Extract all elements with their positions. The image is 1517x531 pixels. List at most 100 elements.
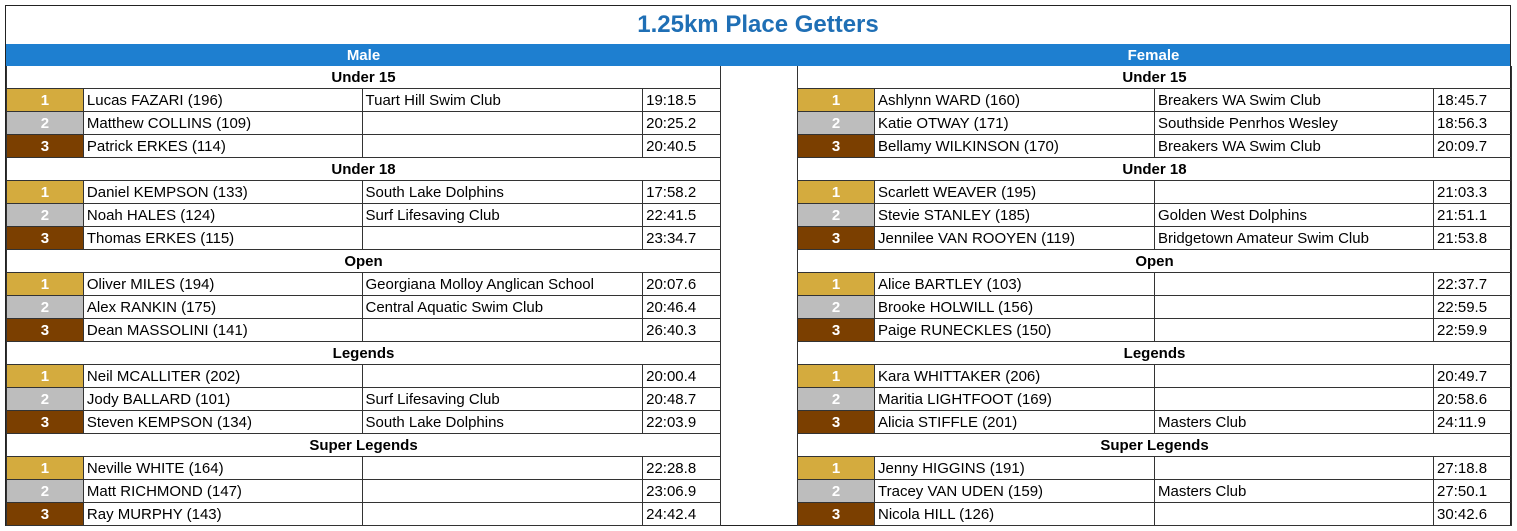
finish-time: 20:09.7	[1434, 135, 1512, 158]
swimmer-name: Jody BALLARD (101)	[83, 388, 363, 411]
club-name	[1155, 273, 1434, 296]
female-header: Female	[797, 44, 1510, 66]
place-badge: 2	[798, 388, 875, 411]
place-badge: 2	[7, 480, 84, 503]
place-badge: 1	[798, 273, 875, 296]
club-name	[362, 457, 644, 480]
result-row: 1 Alice BARTLEY (103) 22:37.7	[797, 273, 1512, 296]
result-row: 2 Stevie STANLEY (185) Golden West Dolphin…	[797, 204, 1512, 227]
club-name	[362, 112, 644, 135]
place-badge: 2	[798, 204, 875, 227]
club-name	[362, 480, 644, 503]
club-name	[1155, 388, 1434, 411]
swimmer-name: Matt RICHMOND (147)	[83, 480, 363, 503]
swimmer-name: Thomas ERKES (115)	[83, 227, 363, 250]
place-badge: 3	[7, 503, 84, 526]
finish-time: 24:11.9	[1434, 411, 1512, 434]
finish-time: 27:18.8	[1434, 457, 1512, 480]
club-name	[1155, 319, 1434, 342]
finish-time: 22:59.9	[1434, 319, 1512, 342]
result-row: 3 Nicola HILL (126) 30:42.6	[797, 503, 1512, 526]
result-row: 2 Matthew COLLINS (109) 20:25.2	[6, 112, 721, 135]
club-name: Central Aquatic Swim Club	[362, 296, 644, 319]
finish-time: 21:53.8	[1434, 227, 1512, 250]
result-row: 1 Oliver MILES (194) Georgiana Molloy Angl…	[6, 273, 721, 296]
place-badge: 1	[798, 181, 875, 204]
club-name: Golden West Dolphins	[1155, 204, 1434, 227]
club-name: South Lake Dolphins	[362, 181, 644, 204]
category-heading: Under 15	[797, 66, 1512, 89]
place-badge: 2	[7, 296, 84, 319]
result-row: 3 Patrick ERKES (114) 20:40.5	[6, 135, 721, 158]
club-name: Masters Club	[1155, 480, 1434, 503]
swimmer-name: Alex RANKIN (175)	[83, 296, 363, 319]
club-name: Tuart Hill Swim Club	[362, 89, 644, 112]
result-row: 3 Dean MASSOLINI (141) 26:40.3	[6, 319, 721, 342]
swimmer-name: Lucas FAZARI (196)	[83, 89, 363, 112]
swimmer-name: Patrick ERKES (114)	[83, 135, 363, 158]
swimmer-name: Katie OTWAY (171)	[875, 112, 1155, 135]
category-heading: Under 15	[6, 66, 721, 89]
place-badge: 2	[798, 112, 875, 135]
club-name: Surf Lifesaving Club	[362, 204, 644, 227]
place-badge: 3	[7, 411, 84, 434]
finish-time: 20:48.7	[643, 388, 721, 411]
result-row: 2 Tracey VAN UDEN (159) Masters Club 27:50.…	[797, 480, 1512, 503]
finish-time: 30:42.6	[1434, 503, 1512, 526]
club-name: Southside Penrhos Wesley	[1155, 112, 1434, 135]
club-name	[1155, 365, 1434, 388]
finish-time: 22:03.9	[643, 411, 721, 434]
swimmer-name: Nicola HILL (126)	[875, 503, 1155, 526]
result-row: 2 Alex RANKIN (175) Central Aquatic Swim C…	[6, 296, 721, 319]
club-name	[1155, 181, 1434, 204]
male-results: Under 15 1 Lucas FAZARI (196) Tuart Hill Sw…	[6, 66, 721, 526]
result-row: 3 Paige RUNECKLES (150) 22:59.9	[797, 319, 1512, 342]
swimmer-name: Oliver MILES (194)	[83, 273, 363, 296]
result-row: 3 Alicia STIFFLE (201) Masters Club 24:11.9	[797, 411, 1512, 434]
finish-time: 23:34.7	[643, 227, 721, 250]
swimmer-name: Dean MASSOLINI (141)	[83, 319, 363, 342]
place-badge: 3	[7, 135, 84, 158]
result-row: 1 Neil MCALLITER (202) 20:00.4	[6, 365, 721, 388]
place-badge: 1	[798, 365, 875, 388]
club-name	[1155, 457, 1434, 480]
category-heading: Super Legends	[797, 434, 1512, 457]
place-badge: 1	[7, 181, 84, 204]
club-name	[362, 503, 644, 526]
place-badge: 1	[798, 457, 875, 480]
finish-time: 22:37.7	[1434, 273, 1512, 296]
swimmer-name: Ray MURPHY (143)	[83, 503, 363, 526]
finish-time: 17:58.2	[643, 181, 721, 204]
swimmer-name: Jennilee VAN ROOYEN (119)	[875, 227, 1155, 250]
finish-time: 22:59.5	[1434, 296, 1512, 319]
place-badge: 1	[7, 273, 84, 296]
result-row: 1 Neville WHITE (164) 22:28.8	[6, 457, 721, 480]
result-row: 2 Maritia LIGHTFOOT (169) 20:58.6	[797, 388, 1512, 411]
result-row: 1 Daniel KEMPSON (133) South Lake Dolphins…	[6, 181, 721, 204]
swimmer-name: Tracey VAN UDEN (159)	[875, 480, 1155, 503]
club-name: Masters Club	[1155, 411, 1434, 434]
place-badge: 1	[798, 89, 875, 112]
place-badge: 2	[798, 296, 875, 319]
category-heading: Open	[797, 250, 1512, 273]
place-badge: 3	[798, 135, 875, 158]
result-row: 2 Jody BALLARD (101) Surf Lifesaving Club 2…	[6, 388, 721, 411]
place-badge: 3	[798, 227, 875, 250]
category-heading: Legends	[6, 342, 721, 365]
club-name: Bridgetown Amateur Swim Club	[1155, 227, 1434, 250]
club-name: Breakers WA Swim Club	[1155, 89, 1434, 112]
club-name	[362, 365, 644, 388]
place-badge: 2	[7, 112, 84, 135]
swimmer-name: Matthew COLLINS (109)	[83, 112, 363, 135]
place-badge: 1	[7, 365, 84, 388]
result-row: 3 Bellamy WILKINSON (170) Breakers WA Swim…	[797, 135, 1512, 158]
result-row: 1 Scarlett WEAVER (195) 21:03.3	[797, 181, 1512, 204]
result-row: 3 Jennilee VAN ROOYEN (119) Bridgetown Ama…	[797, 227, 1512, 250]
finish-time: 20:25.2	[643, 112, 721, 135]
result-row: 2 Katie OTWAY (171) Southside Penrhos Wesl…	[797, 112, 1512, 135]
result-row: 3 Steven KEMPSON (134) South Lake Dolphins…	[6, 411, 721, 434]
category-heading: Under 18	[6, 158, 721, 181]
female-results: Under 15 1 Ashlynn WARD (160) Breakers WA S…	[797, 66, 1512, 526]
result-row: 3 Thomas ERKES (115) 23:34.7	[6, 227, 721, 250]
place-badge: 3	[798, 319, 875, 342]
